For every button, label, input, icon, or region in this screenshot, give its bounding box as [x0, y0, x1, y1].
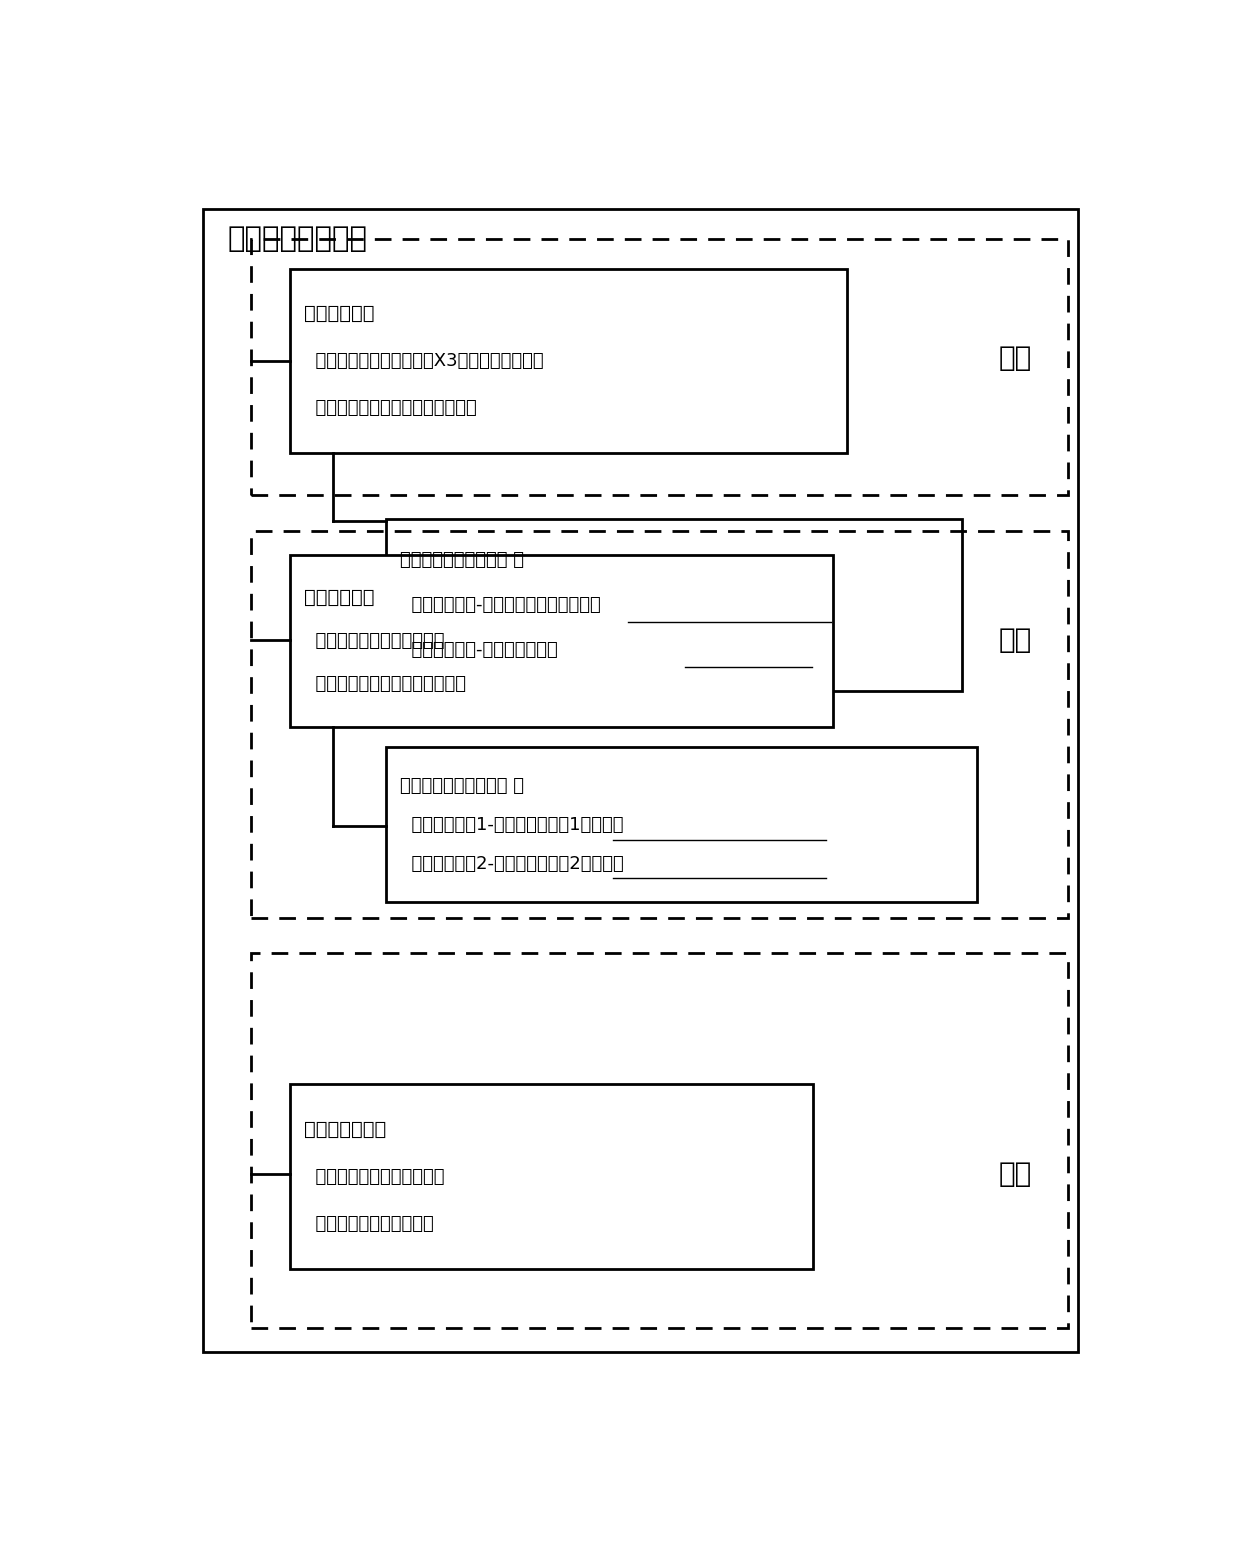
- Bar: [290, 269, 847, 453]
- Text: 后续动作（按条件跳转 ）: 后续动作（按条件跳转 ）: [401, 552, 525, 569]
- Text: 确认是否购买: 确认是否购买: [304, 305, 374, 323]
- Text: 节点: 节点: [998, 626, 1032, 654]
- Text: 回复内容：请问您是否要购买保险: 回复内容：请问您是否要购买保险: [304, 399, 476, 417]
- Bar: [290, 1084, 813, 1269]
- Text: 保险推荐购买流程: 保险推荐购买流程: [227, 224, 367, 254]
- Bar: [250, 240, 1068, 495]
- Text: 节点: 节点: [998, 345, 1032, 373]
- Text: 用户回复：否-跳转到感谢节点: 用户回复：否-跳转到感谢节点: [401, 642, 558, 659]
- Text: 回复内容：感谢您的使用: 回复内容：感谢您的使用: [304, 1215, 434, 1232]
- Text: 命中保险套頧1-跳转到保险套頧1引导节点: 命中保险套頧1-跳转到保险套頧1引导节点: [401, 816, 624, 833]
- Text: 节点: 节点: [998, 1160, 1032, 1187]
- Bar: [386, 519, 962, 691]
- Text: 保险推荐流程: 保险推荐流程: [304, 587, 374, 608]
- Bar: [250, 954, 1068, 1328]
- Bar: [250, 530, 1068, 918]
- Text: 触发条件：由后续动作触发: 触发条件：由后续动作触发: [304, 632, 444, 649]
- Text: 用户回复：是-跳转到保险推荐流程节点: 用户回复：是-跳转到保险推荐流程节点: [401, 597, 601, 614]
- Text: 后续动作（按答案跳转 ）: 后续动作（按答案跳转 ）: [401, 778, 525, 795]
- Text: 触发条件：咋询保险次数X3（预设业务分类）: 触发条件：咋询保险次数X3（预设业务分类）: [304, 352, 543, 369]
- Text: 触发条件：由后续动作触发: 触发条件：由后续动作触发: [304, 1167, 444, 1186]
- Bar: [290, 555, 832, 727]
- Text: 回复内容：向用户介绍保险套餐: 回复内容：向用户介绍保险套餐: [304, 676, 466, 693]
- Bar: [386, 747, 977, 903]
- Text: 命中保险套頧2-跳转到保险套頧2引导节点: 命中保险套頧2-跳转到保险套頧2引导节点: [401, 855, 624, 872]
- Text: 感谢（无跳转）: 感谢（无跳转）: [304, 1119, 386, 1139]
